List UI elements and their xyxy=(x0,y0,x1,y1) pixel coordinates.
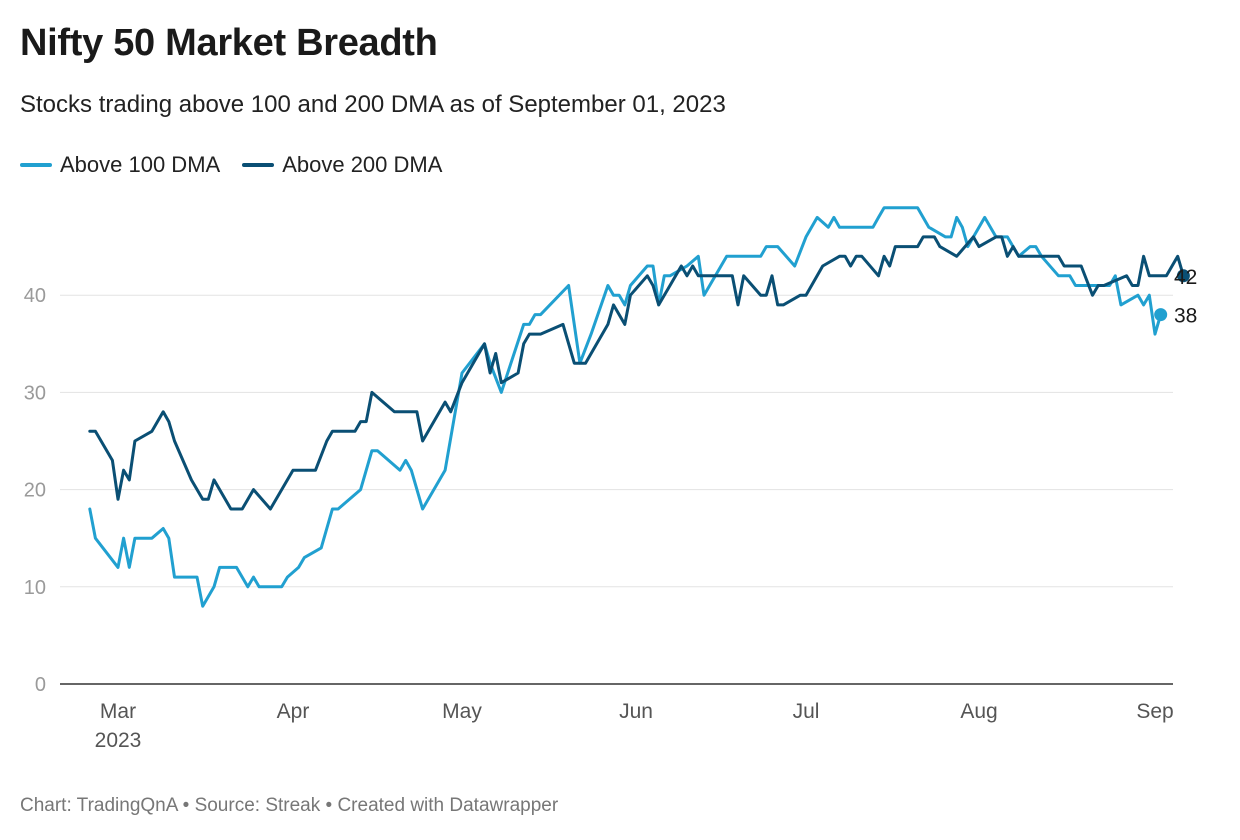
x-tick-label: Aug xyxy=(960,700,997,723)
series-end-marker-above-200 xyxy=(1176,269,1190,283)
series-end-label-above-100: 38 xyxy=(1174,305,1197,328)
y-tick-label: 0 xyxy=(35,674,46,696)
x-tick-label: Jun xyxy=(619,700,653,723)
series-line-above-100 xyxy=(88,206,1163,608)
y-tick-label: 30 xyxy=(24,382,46,404)
legend-item-above-200: Above 200 DMA xyxy=(242,152,442,178)
series-end-label-above-200: 42 xyxy=(1174,266,1197,289)
y-tick-label: 10 xyxy=(24,577,46,599)
y-tick-label: 20 xyxy=(24,480,46,502)
x-tick-label: Jul xyxy=(793,700,820,723)
legend-item-above-100: Above 100 DMA xyxy=(20,152,220,178)
series-line-above-200 xyxy=(88,235,1185,511)
series-end-marker-above-100 xyxy=(1154,308,1168,322)
legend-swatch-above-200 xyxy=(242,163,275,167)
legend-swatch-above-100 xyxy=(20,163,52,167)
legend-label-above-100: Above 100 DMA xyxy=(60,152,221,177)
y-tick-label: 40 xyxy=(24,285,46,307)
legend-label-above-200: Above 200 DMA xyxy=(282,152,443,177)
x-tick-sublabel: 2023 xyxy=(95,729,142,752)
x-tick-label: Mar xyxy=(100,700,136,723)
line-chart: 0 10 20 30 40 Mar 2023 Apr May Jun Jul Aug Sep 38 42 xyxy=(24,206,1197,752)
chart-title: Nifty 50 Market Breadth xyxy=(20,22,438,64)
x-tick-label: Sep xyxy=(1136,700,1173,723)
chart-subtitle: Stocks trading above 100 and 200 DMA as … xyxy=(20,91,726,118)
chart-footer-credit: Chart: TradingQnA • Source: Streak • Cre… xyxy=(20,795,559,816)
chart-legend: Above 100 DMA Above 200 DMA xyxy=(20,152,464,178)
x-tick-label: Apr xyxy=(277,700,310,723)
x-tick-label: May xyxy=(442,700,482,723)
